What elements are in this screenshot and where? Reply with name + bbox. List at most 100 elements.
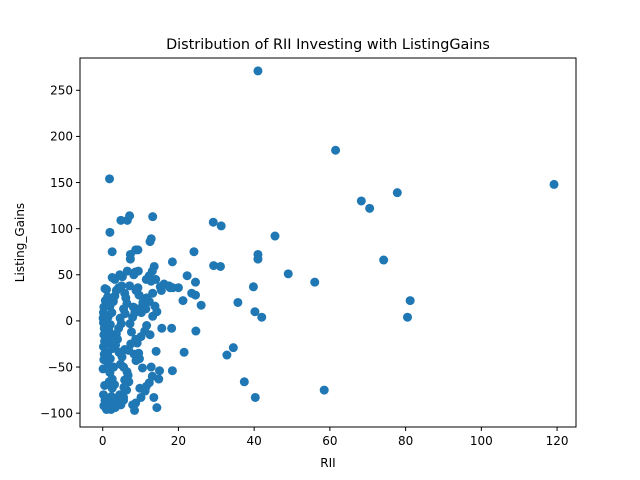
scatter-point bbox=[125, 281, 135, 291]
scatter-point bbox=[125, 211, 135, 221]
scatter-point bbox=[182, 271, 192, 281]
scatter-point bbox=[191, 326, 201, 336]
scatter-point bbox=[116, 400, 126, 410]
scatter-point bbox=[190, 277, 200, 287]
scatter-point bbox=[151, 346, 161, 356]
scatter-point bbox=[190, 290, 200, 300]
scatter-point bbox=[149, 392, 159, 402]
x-tick-label: 0 bbox=[99, 434, 107, 448]
scatter-point bbox=[222, 350, 232, 360]
y-tick-label: −100 bbox=[40, 406, 73, 420]
scatter-point bbox=[331, 145, 341, 155]
scatter-point bbox=[148, 212, 158, 222]
scatter-point bbox=[208, 217, 218, 227]
x-tick-label: 20 bbox=[171, 434, 186, 448]
y-axis-label: Listing_Gains bbox=[13, 203, 27, 282]
scatter-point bbox=[155, 366, 165, 376]
scatter-point bbox=[239, 377, 249, 387]
scatter-point bbox=[257, 312, 267, 322]
scatter-point bbox=[122, 385, 132, 395]
scatter-point bbox=[111, 340, 121, 350]
y-tick-label: 150 bbox=[50, 176, 73, 190]
scatter-point bbox=[137, 363, 147, 373]
scatter-point bbox=[549, 179, 559, 189]
scatter-point bbox=[228, 343, 238, 353]
scatter-point bbox=[100, 284, 110, 294]
y-tick-label: 50 bbox=[58, 268, 73, 282]
scatter-point bbox=[152, 403, 162, 413]
scatter-point bbox=[178, 296, 188, 306]
scatter-point bbox=[365, 203, 375, 213]
scatter-point bbox=[179, 347, 189, 357]
x-tick-label: 80 bbox=[398, 434, 413, 448]
y-tick-label: 250 bbox=[50, 84, 73, 98]
scatter-point bbox=[405, 296, 415, 306]
scatter-point bbox=[148, 311, 158, 321]
y-tick-label: −50 bbox=[48, 360, 73, 374]
scatter-point bbox=[130, 405, 140, 415]
scatter-point bbox=[106, 392, 116, 402]
scatter-point bbox=[216, 221, 226, 231]
scatter-point bbox=[142, 321, 152, 331]
scatter-point bbox=[356, 196, 366, 206]
scatter-point bbox=[105, 320, 115, 330]
scatter-point bbox=[105, 174, 115, 184]
scatter-points-group bbox=[98, 66, 559, 415]
scatter-point bbox=[117, 281, 127, 291]
scatter-point bbox=[125, 249, 135, 259]
scatter-point bbox=[119, 392, 129, 402]
scatter-point bbox=[215, 261, 225, 271]
x-tick-label: 60 bbox=[322, 434, 337, 448]
x-axis-label: RII bbox=[320, 456, 335, 470]
scatter-point bbox=[196, 300, 206, 310]
scatter-point bbox=[117, 352, 127, 362]
scatter-point bbox=[154, 374, 164, 384]
scatter-point bbox=[167, 257, 177, 267]
y-tick-label: 200 bbox=[50, 130, 73, 144]
y-tick-label: 100 bbox=[50, 222, 73, 236]
scatter-point bbox=[146, 234, 156, 244]
scatter-point bbox=[250, 392, 260, 402]
scatter-point bbox=[310, 277, 320, 287]
scatter-point bbox=[116, 215, 126, 225]
x-tick-label: 120 bbox=[546, 434, 569, 448]
scatter-point bbox=[403, 312, 413, 322]
scatter-point bbox=[250, 307, 260, 317]
scatter-point bbox=[253, 66, 263, 76]
scatter-point bbox=[107, 273, 117, 283]
scatter-point bbox=[248, 282, 258, 292]
scatter-point bbox=[146, 362, 156, 372]
scatter-point bbox=[105, 227, 115, 237]
scatter-point bbox=[392, 188, 402, 198]
scatter-point bbox=[379, 255, 389, 265]
scatter-point bbox=[146, 276, 156, 286]
scatter-point bbox=[209, 261, 219, 271]
scatter-point bbox=[124, 345, 134, 355]
scatter-point bbox=[133, 266, 143, 276]
scatter-point bbox=[173, 283, 183, 293]
scatter-point bbox=[319, 385, 329, 395]
scatter-point bbox=[165, 283, 175, 293]
scatter-point bbox=[189, 247, 199, 257]
scatter-point bbox=[126, 327, 136, 337]
scatter-point bbox=[233, 297, 243, 307]
chart-title: Distribution of RII Investing with Listi… bbox=[166, 37, 490, 53]
scatter-point bbox=[253, 254, 263, 264]
scatter-point bbox=[107, 247, 117, 257]
scatter-point bbox=[167, 366, 177, 376]
y-tick-label: 0 bbox=[65, 314, 73, 328]
scatter-point bbox=[157, 323, 167, 333]
scatter-point bbox=[283, 269, 293, 279]
x-tick-label: 100 bbox=[470, 434, 493, 448]
scatter-point bbox=[270, 231, 280, 241]
scatter-point bbox=[136, 392, 146, 402]
plot-frame bbox=[79, 57, 577, 428]
scatter-point bbox=[148, 288, 158, 298]
scatter-point bbox=[134, 348, 144, 358]
scatter-point bbox=[133, 283, 143, 293]
scatter-point bbox=[167, 323, 177, 333]
scatter-point bbox=[133, 245, 143, 255]
scatter-point bbox=[145, 330, 155, 340]
